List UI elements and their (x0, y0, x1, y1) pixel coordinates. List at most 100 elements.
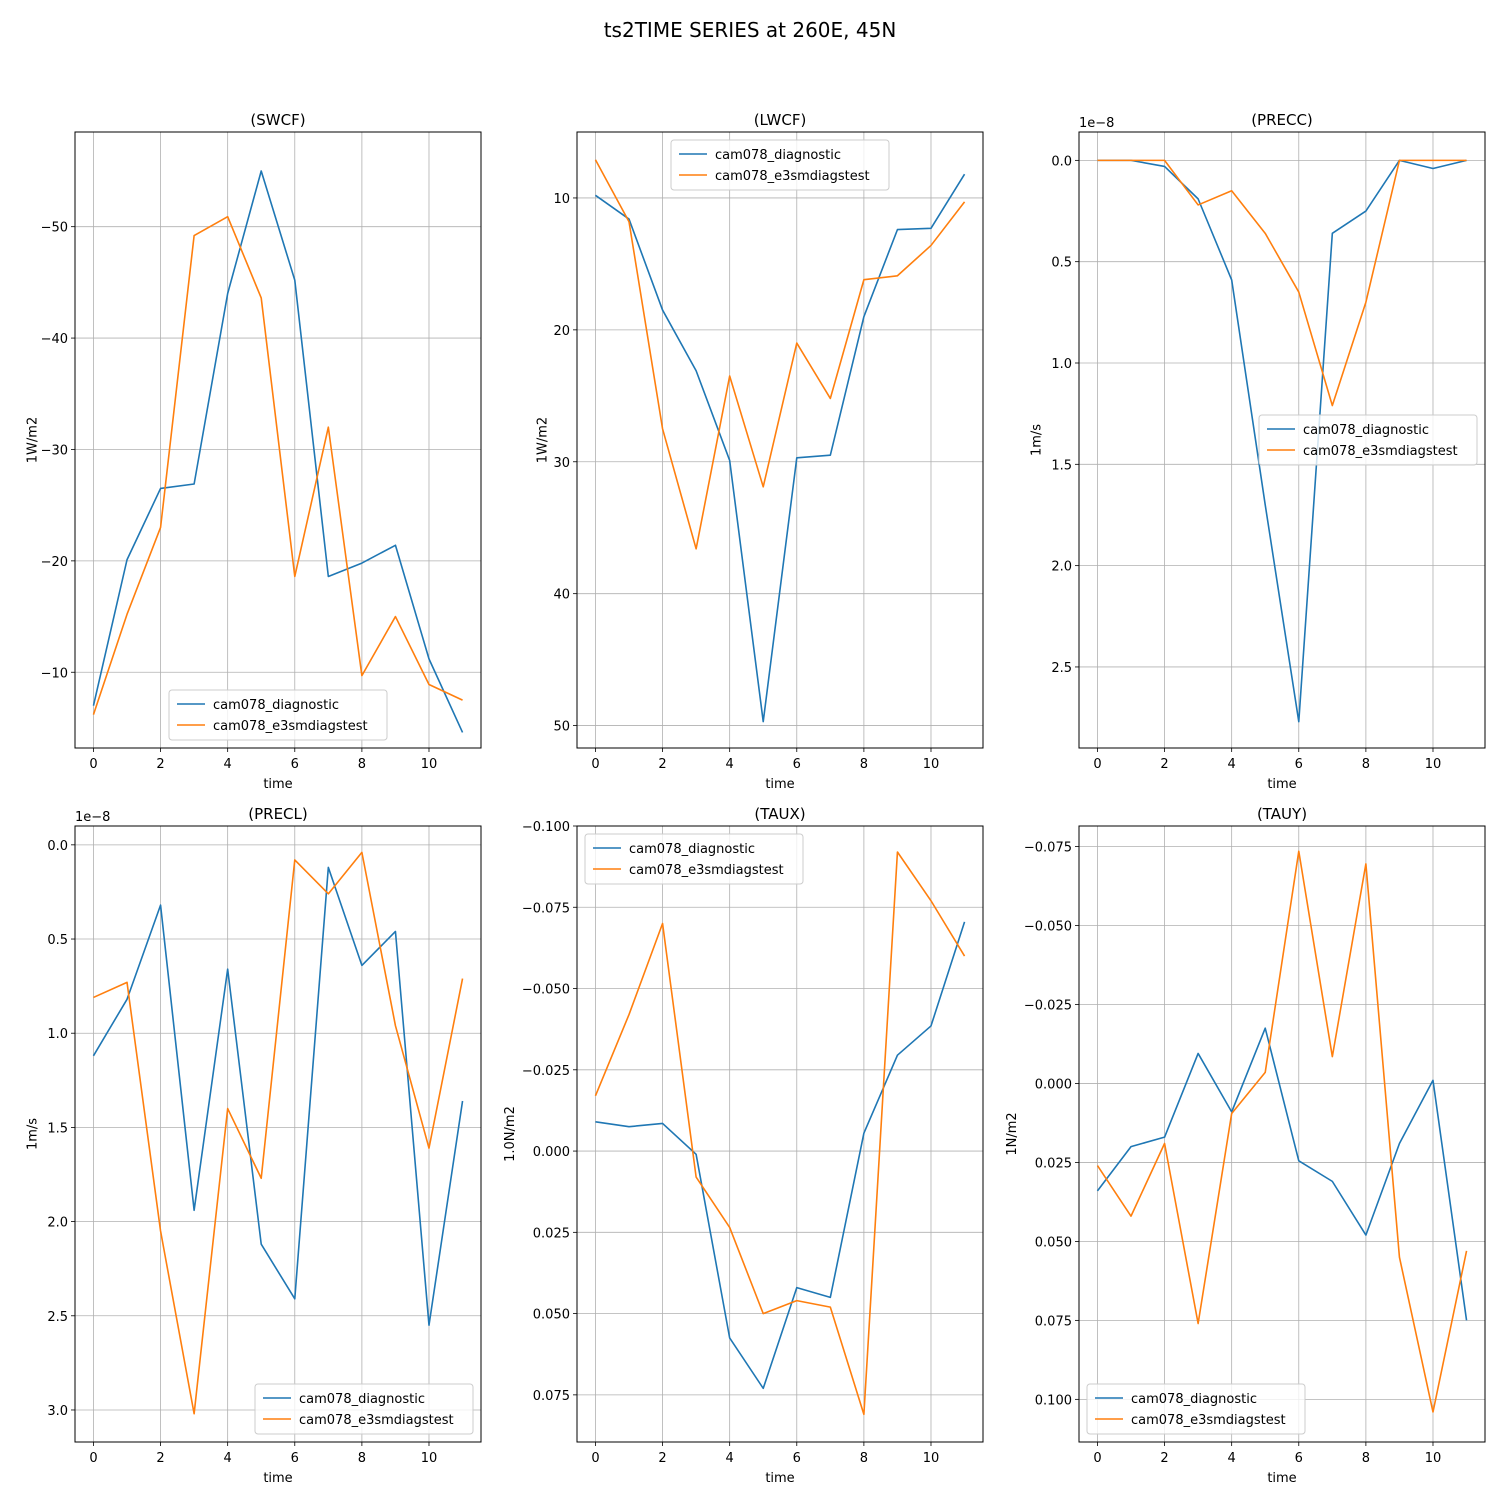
x-tick-label: 2 (156, 757, 164, 772)
x-tick-label: 10 (1425, 757, 1442, 772)
grid (577, 825, 983, 1442)
legend-box (1086, 1383, 1306, 1435)
figure-title: ts2TIME SERIES at 260E, 45N (604, 18, 897, 42)
y-axis-label: 1W/m2 (536, 417, 551, 463)
y-tick-label: 2.0 (1051, 560, 1072, 575)
y-tick-label: −50 (41, 221, 68, 236)
grid (75, 132, 481, 748)
x-tick-label: 8 (1362, 1451, 1370, 1466)
y-tick-label: 2.0 (47, 1216, 68, 1231)
grid (1079, 826, 1485, 1442)
x-tick-label: 0 (89, 1451, 97, 1466)
y-tick-label: 0.075 (533, 1389, 570, 1404)
y-tick-label: 0.100 (1035, 1393, 1072, 1408)
grid (577, 132, 983, 748)
y-tick-label: −30 (41, 443, 68, 458)
series-line-cam078_e3smdiagstest (1096, 850, 1468, 1413)
x-tick-label: 10 (421, 757, 438, 772)
axes-frame (1078, 131, 1486, 749)
x-axis-label: time (1267, 777, 1296, 792)
legend-entry: cam078_diagnostic (1303, 423, 1429, 438)
y-tick-label: 10 (553, 192, 570, 207)
series-line-cam078_e3smdiagstest (594, 851, 966, 1416)
x-tick-label: 10 (923, 757, 940, 772)
x-tick-label: 4 (1228, 757, 1236, 772)
x-tick-label: 0 (591, 1451, 599, 1466)
series-line-cam078_diagnostic (595, 921, 966, 1390)
x-tick-label: 10 (1425, 1451, 1442, 1466)
series-line-cam078_e3smdiagstest (594, 159, 966, 550)
x-tick-label: 4 (224, 1451, 232, 1466)
legend-entry: cam078_e3smdiagstest (715, 169, 870, 184)
subplot-title: (LWCF) (754, 111, 807, 129)
legend: cam078_diagnostic cam078_e3smdiagstest (584, 833, 804, 885)
y-tick-label: −20 (41, 555, 68, 570)
y-tick-label: 0.0 (1051, 154, 1072, 169)
y-tick-label: 20 (553, 324, 570, 339)
subplot-title: (TAUY) (1257, 805, 1307, 823)
y-tick-label: 1.5 (47, 1121, 68, 1136)
legend: cam078_diagnostic cam078_e3smdiagstest (1258, 414, 1478, 466)
x-axis-label: time (1267, 1471, 1296, 1486)
y-axis-label: 1N/m2 (1005, 1112, 1020, 1155)
x-tick-label: 6 (793, 1451, 801, 1466)
legend-entry: cam078_e3smdiagstest (1303, 444, 1458, 459)
y-tick-label: 0.000 (533, 1145, 570, 1160)
x-axis-label: time (263, 1471, 292, 1486)
legend: cam078_diagnostic cam078_e3smdiagstest (1086, 1383, 1306, 1435)
subplot-title: (SWCF) (250, 111, 305, 129)
x-tick-label: 8 (358, 757, 366, 772)
y-tick-label: 0.5 (1051, 256, 1072, 271)
x-tick-label: 2 (658, 757, 666, 772)
series-line-cam078_diagnostic (594, 173, 966, 723)
x-tick-label: 0 (89, 757, 97, 772)
legend: cam078_diagnostic cam078_e3smdiagstest (254, 1383, 474, 1435)
legend-entry: cam078_e3smdiagstest (1131, 1413, 1286, 1428)
x-axis-label: time (263, 777, 292, 792)
y-tick-label: 0.000 (1035, 1077, 1072, 1092)
x-tick-label: 10 (421, 1451, 438, 1466)
x-tick-label: 4 (224, 757, 232, 772)
legend-box (168, 689, 388, 741)
x-tick-label: 2 (1160, 1451, 1168, 1466)
legend-entry: cam078_diagnostic (299, 1392, 425, 1407)
legend-box (670, 139, 890, 191)
y-tick-label: 0.5 (47, 933, 68, 948)
y-tick-label: 1.0 (1051, 357, 1072, 372)
x-tick-label: 10 (923, 1451, 940, 1466)
x-tick-label: 8 (358, 1451, 366, 1466)
x-tick-label: 2 (156, 1451, 164, 1466)
subplot-title: (PRECC) (1251, 111, 1313, 129)
y-tick-label: 1.0 (47, 1027, 68, 1042)
axes-frame (1078, 825, 1486, 1443)
y-tick-label: 2.5 (1051, 661, 1072, 676)
x-tick-label: 0 (1093, 1451, 1101, 1466)
x-tick-label: 6 (291, 757, 299, 772)
y-offset-label: 1e−8 (1079, 116, 1114, 131)
x-tick-label: 8 (860, 757, 868, 772)
y-tick-label: −10 (41, 666, 68, 681)
subplot-title: (PRECL) (248, 805, 307, 823)
series-line-cam078_diagnostic (1097, 159, 1467, 723)
axes-frame (74, 825, 482, 1443)
series-line-cam078_diagnostic (1096, 1027, 1468, 1321)
legend-entry: cam078_e3smdiagstest (299, 1413, 454, 1428)
legend-entry: cam078_e3smdiagstest (629, 863, 784, 878)
y-tick-label: 40 (553, 588, 570, 603)
y-axis-label: 1.0N/m2 (503, 1106, 518, 1162)
subplot-4: 0 2 4 6 8 10 −0.100 −0.075 −0.050 −0.025 0.000 0.02… (503, 805, 984, 1486)
x-tick-label: 6 (793, 757, 801, 772)
subplot-2: 0 2 4 6 8 10 0.0 0.5 1.0 1.5 2.0 2.5 (PRECC) time 1m/s… (1029, 111, 1486, 792)
x-tick-label: 6 (1295, 1451, 1303, 1466)
y-tick-label: 3.0 (47, 1404, 68, 1419)
x-axis-label: time (765, 1471, 794, 1486)
x-tick-label: 2 (658, 1451, 666, 1466)
y-tick-label: 2.5 (47, 1310, 68, 1325)
axes-frame (576, 825, 984, 1443)
series-line-cam078_e3smdiagstest (93, 851, 464, 1415)
x-tick-label: 4 (1228, 1451, 1236, 1466)
panels: 0 2 4 6 8 10 −10 −20 −30 −40 −50 (SWCF) time 1W/m2 cam… (25, 111, 1486, 1486)
subplot-1: 0 2 4 6 8 10 10 20 30 40 50 (LWCF) time 1W/m2 cam078_d… (536, 111, 984, 792)
subplot-0: 0 2 4 6 8 10 −10 −20 −30 −40 −50 (SWCF) time 1W/m2 cam… (25, 111, 482, 792)
y-tick-label: 30 (553, 456, 570, 471)
